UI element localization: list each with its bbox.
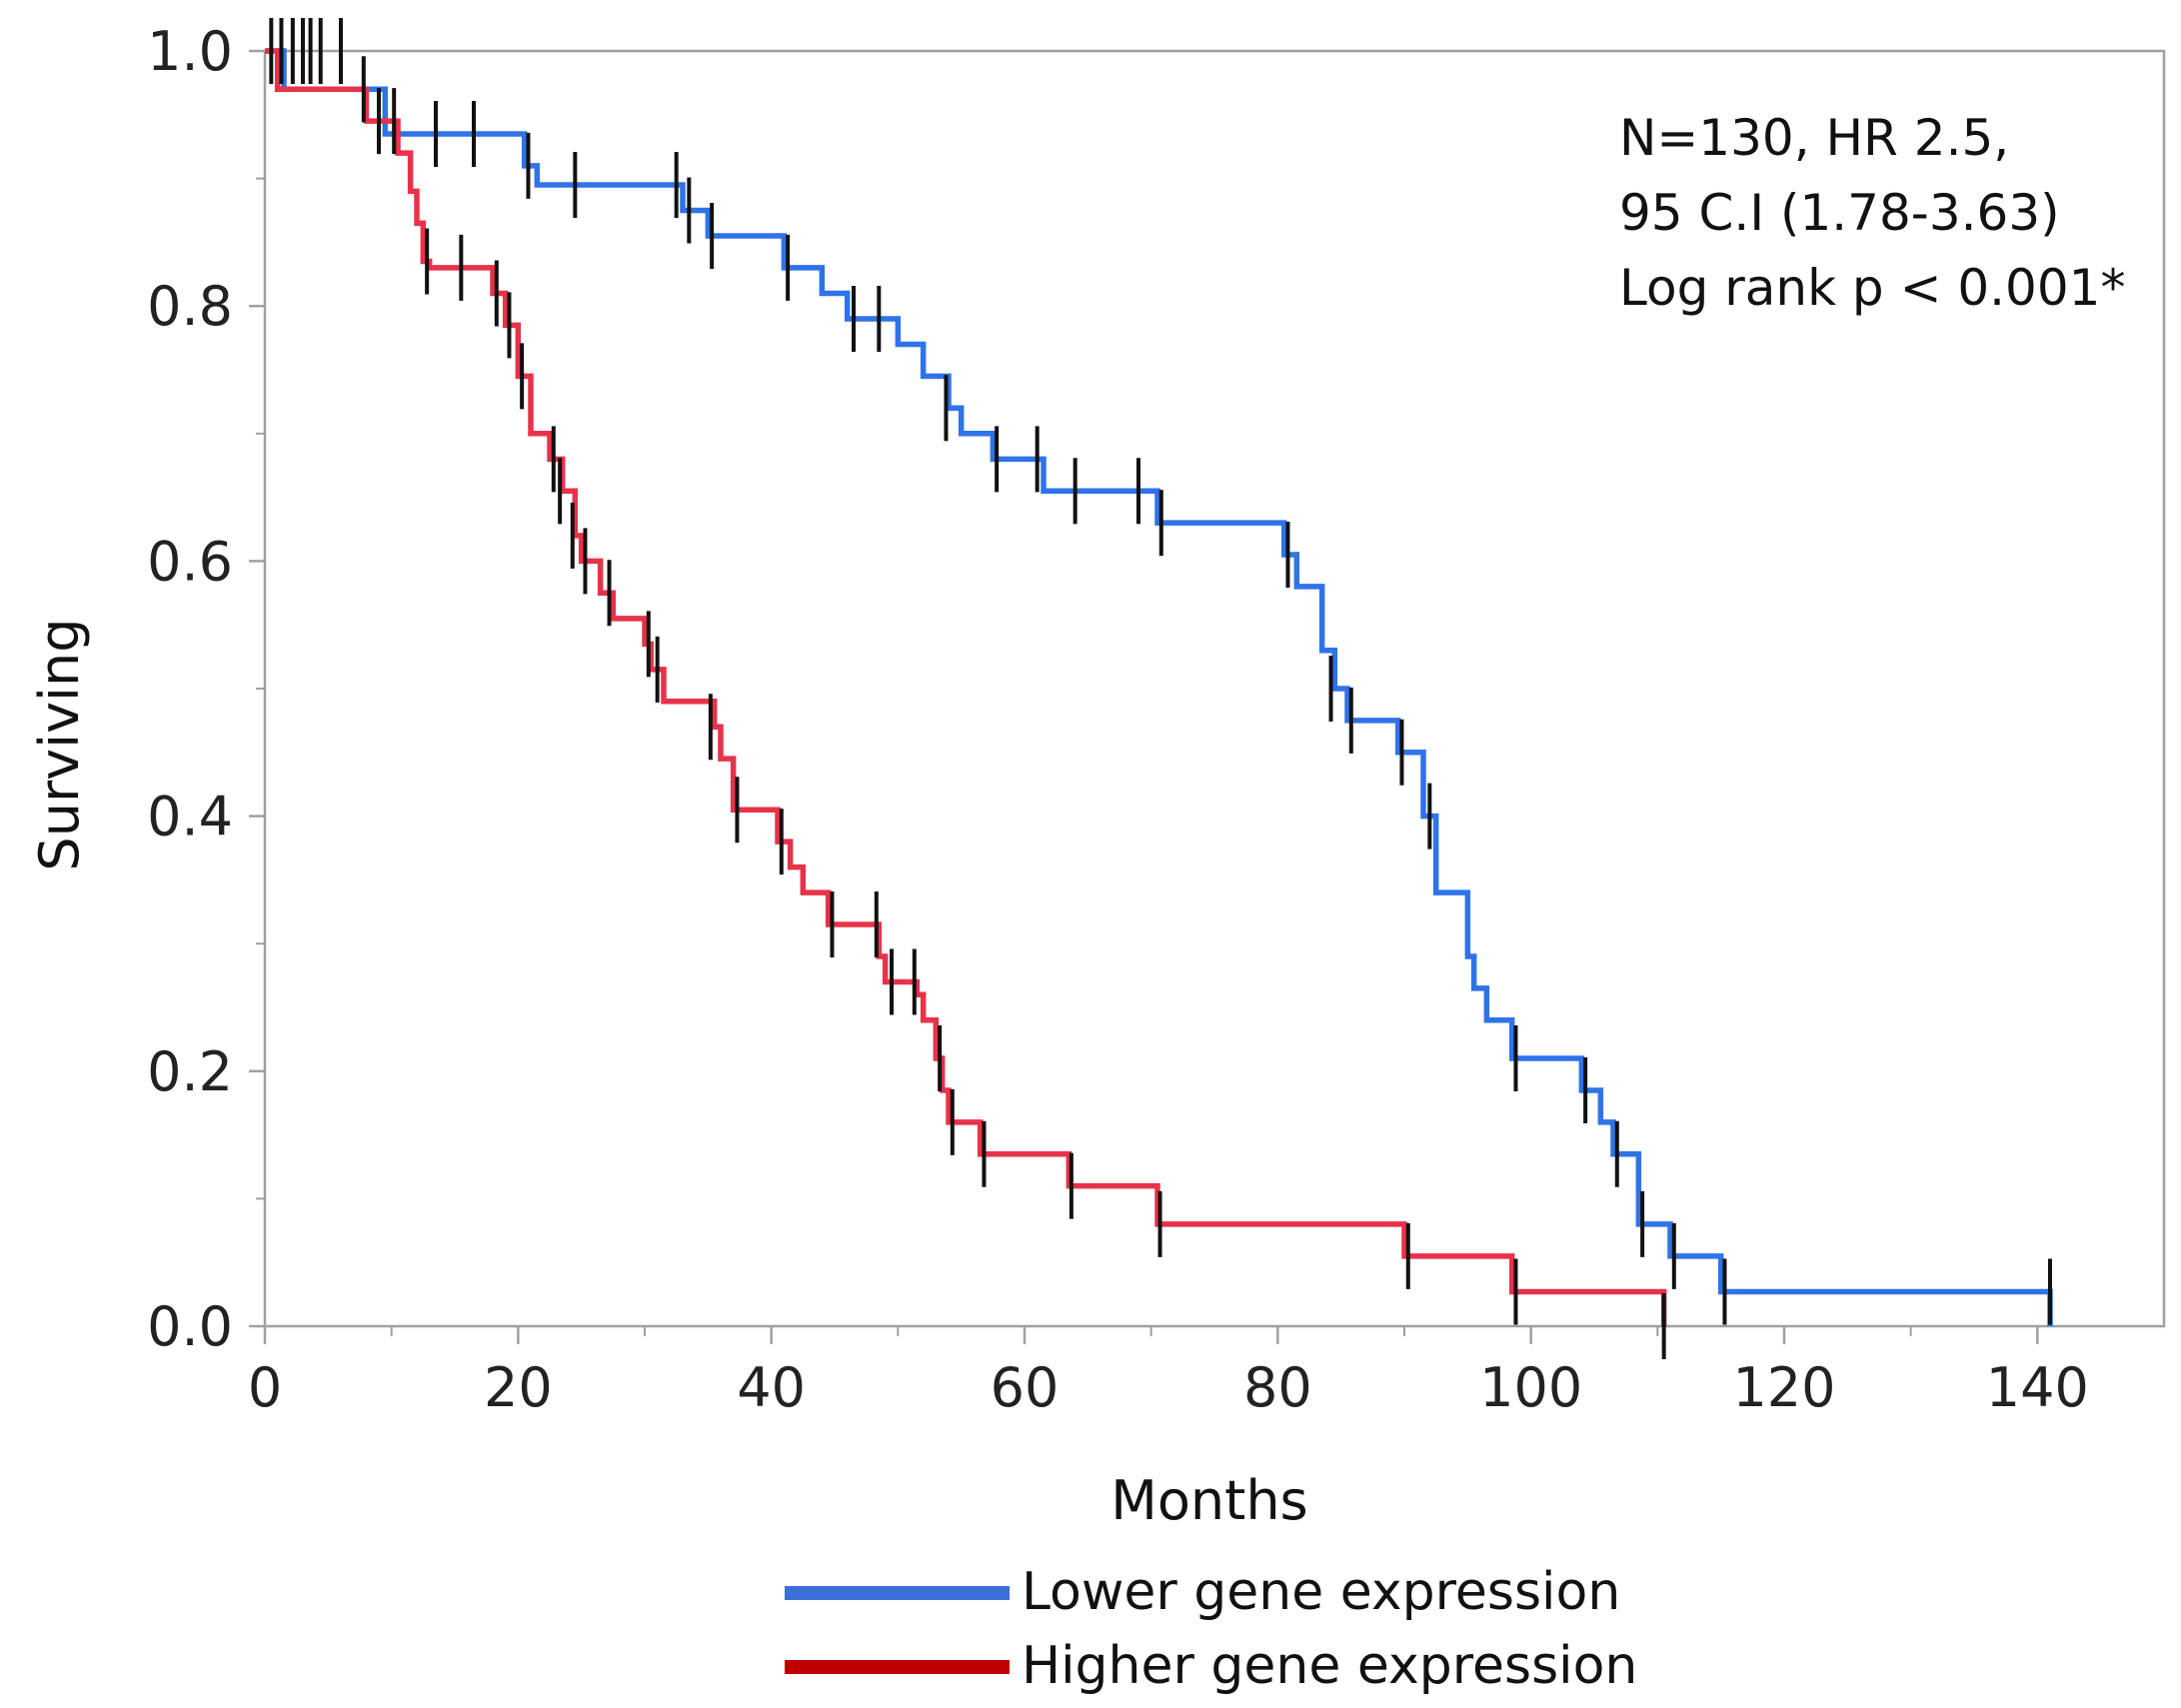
x-tick-label: 120 bbox=[1732, 1356, 1835, 1419]
y-tick-label: 0.6 bbox=[147, 530, 233, 593]
y-tick-label: 0.8 bbox=[147, 275, 233, 338]
y-axis-title: Surviving bbox=[28, 618, 91, 870]
annotation-line-1: N=130, HR 2.5, bbox=[1619, 109, 2009, 167]
x-tick-label: 20 bbox=[484, 1356, 553, 1419]
y-tick-label: 0.4 bbox=[147, 786, 233, 849]
y-tick-label: 0.0 bbox=[147, 1295, 233, 1358]
annotation-line-2: 95 C.I (1.78-3.63) bbox=[1619, 184, 2060, 242]
x-tick-label: 40 bbox=[737, 1356, 806, 1419]
y-tick-label: 1.0 bbox=[147, 20, 233, 83]
series-layer bbox=[265, 18, 2053, 1359]
legend-label-lower: Lower gene expression bbox=[1022, 1562, 1620, 1622]
km-line-series-1 bbox=[265, 48, 1667, 1326]
x-tick-label: 80 bbox=[1243, 1356, 1312, 1419]
legend-label-higher: Higher gene expression bbox=[1022, 1636, 1637, 1696]
x-tick-label: 0 bbox=[248, 1356, 282, 1419]
x-axis-title: Months bbox=[1110, 1469, 1307, 1532]
plot-frame bbox=[263, 49, 2166, 1328]
legend: Lower gene expression Higher gene expres… bbox=[785, 1562, 1637, 1696]
annotation-line-3: Log rank p < 0.001* bbox=[1619, 259, 2126, 317]
y-axis-ticks: 0.0 0.2 0.4 0.6 0.8 1.0 bbox=[147, 20, 265, 1358]
x-axis-ticks: 0 20 40 60 80 100 120 140 bbox=[248, 1326, 2089, 1419]
x-tick-label: 60 bbox=[991, 1356, 1060, 1419]
x-tick-label: 100 bbox=[1479, 1356, 1582, 1419]
x-tick-label: 140 bbox=[1986, 1356, 2089, 1419]
km-line-series-0 bbox=[265, 48, 2053, 1326]
y-tick-label: 0.2 bbox=[147, 1040, 233, 1103]
